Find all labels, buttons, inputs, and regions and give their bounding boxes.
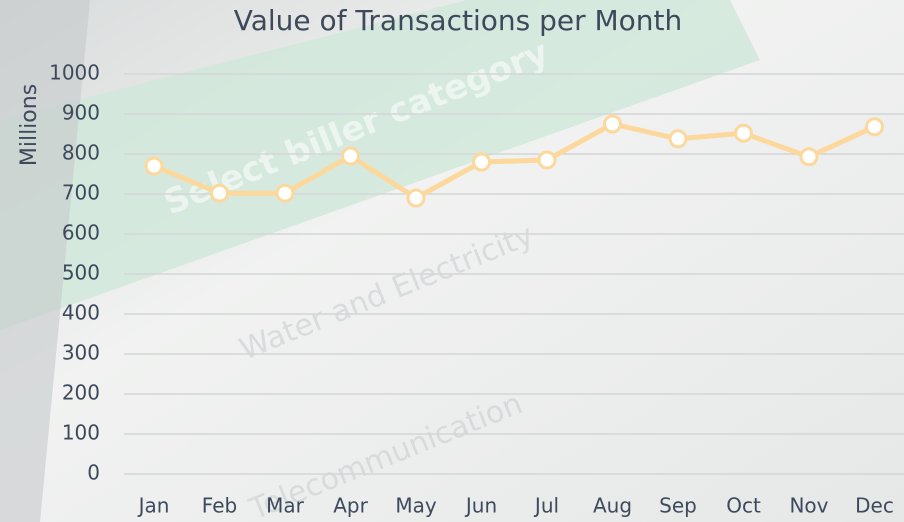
x-tick-label: Sep <box>659 494 697 518</box>
data-point <box>605 116 621 132</box>
data-point <box>539 152 555 168</box>
data-point <box>408 190 424 206</box>
x-tick-label: Jul <box>533 494 559 518</box>
chart: Select biller category Water and Electri… <box>0 0 904 522</box>
y-tick-label: 400 <box>62 301 100 325</box>
data-point <box>736 125 752 141</box>
x-tick-label: Apr <box>333 494 368 518</box>
x-tick-label: Jan <box>137 494 170 518</box>
data-point <box>212 185 228 201</box>
data-point <box>670 131 686 147</box>
x-tick-label: Nov <box>789 494 828 518</box>
x-tick-label: Jun <box>464 494 497 518</box>
data-point <box>867 119 883 135</box>
y-tick-label: 700 <box>62 181 100 205</box>
y-tick-label: 200 <box>62 381 100 405</box>
y-tick-label: 500 <box>62 261 100 285</box>
x-tick-label: Dec <box>855 494 894 518</box>
y-tick-label: 800 <box>62 141 100 165</box>
y-tick-label: 900 <box>62 101 100 125</box>
chart-title: Value of Transactions per Month <box>234 4 683 37</box>
y-tick-label: 0 <box>87 461 100 485</box>
x-tick-label: Feb <box>202 494 237 518</box>
x-tick-label: Aug <box>593 494 632 518</box>
y-tick-label: 1000 <box>49 61 100 85</box>
y-tick-label: 100 <box>62 421 100 445</box>
data-point <box>474 154 490 170</box>
data-point <box>146 158 162 174</box>
x-tick-label: Mar <box>266 494 305 518</box>
y-tick-label: 300 <box>62 341 100 365</box>
data-point <box>343 148 359 164</box>
data-point <box>277 185 293 201</box>
x-tick-label: Oct <box>726 494 761 518</box>
x-tick-label: May <box>395 494 437 518</box>
data-point <box>801 149 817 165</box>
y-axis-label: Millions <box>17 84 42 166</box>
y-tick-label: 600 <box>62 221 100 245</box>
